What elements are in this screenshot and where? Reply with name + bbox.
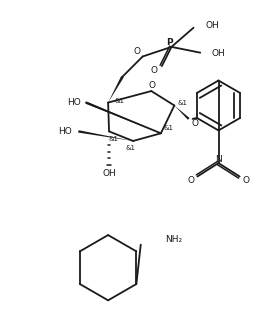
Text: P: P bbox=[166, 38, 173, 47]
Text: &1: &1 bbox=[109, 136, 119, 142]
Text: O: O bbox=[151, 66, 158, 75]
Text: O: O bbox=[149, 81, 156, 90]
Text: &1: &1 bbox=[125, 145, 135, 151]
Polygon shape bbox=[78, 130, 133, 141]
Text: N: N bbox=[215, 155, 222, 164]
Text: &1: &1 bbox=[177, 100, 187, 106]
Text: &1: &1 bbox=[164, 125, 174, 132]
Text: HO: HO bbox=[58, 127, 72, 136]
Text: HO: HO bbox=[68, 98, 81, 107]
Text: OH: OH bbox=[205, 21, 219, 30]
Text: O: O bbox=[191, 119, 198, 128]
Text: OH: OH bbox=[212, 49, 225, 58]
Polygon shape bbox=[86, 101, 161, 133]
Text: O: O bbox=[243, 176, 250, 185]
Text: NH₂: NH₂ bbox=[165, 235, 182, 244]
Text: O: O bbox=[187, 176, 194, 185]
Text: OH: OH bbox=[102, 169, 116, 178]
Polygon shape bbox=[108, 76, 124, 103]
Text: O: O bbox=[133, 47, 140, 56]
Text: &1: &1 bbox=[115, 98, 125, 104]
Polygon shape bbox=[174, 106, 190, 120]
